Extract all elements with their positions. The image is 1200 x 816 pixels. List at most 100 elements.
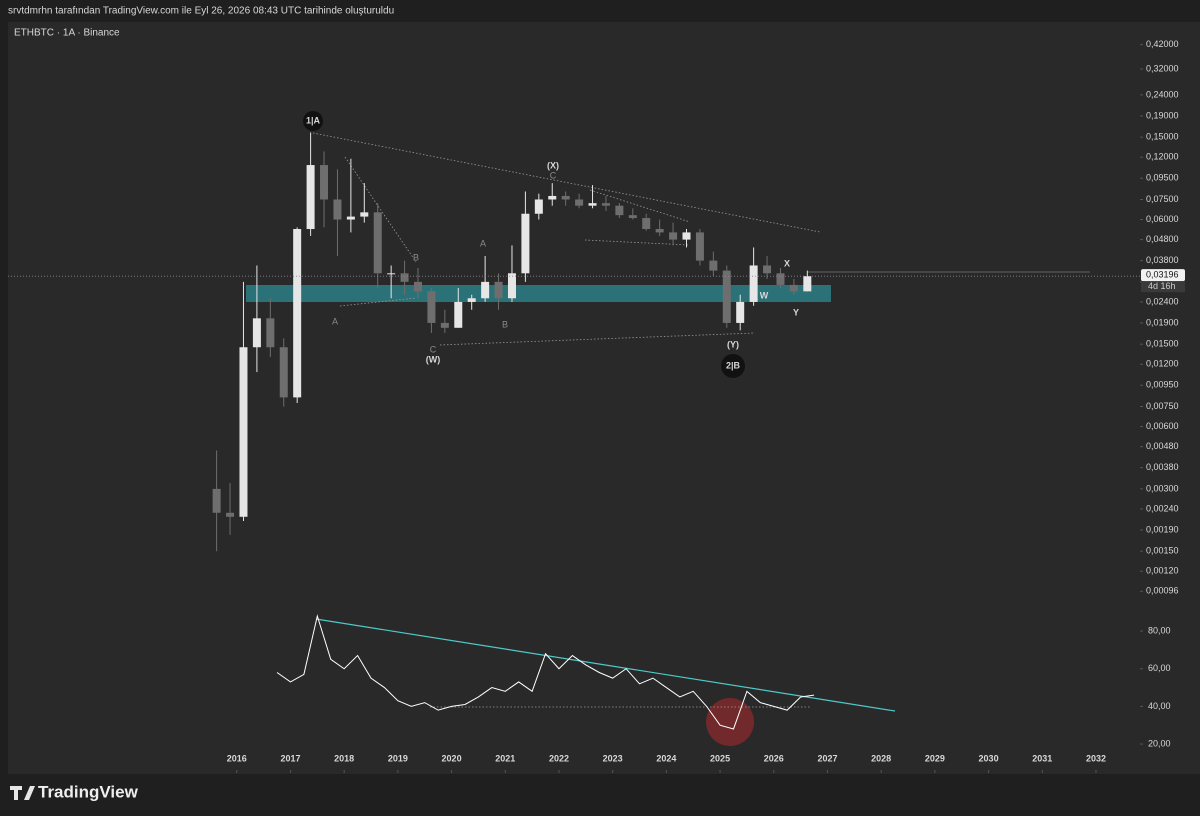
candle-body bbox=[749, 265, 758, 302]
candle-body bbox=[346, 216, 355, 220]
candle-body bbox=[252, 318, 261, 348]
annotation: 1|A bbox=[306, 115, 321, 125]
annotation: A bbox=[332, 316, 338, 326]
candle-body bbox=[306, 165, 315, 230]
candle-body bbox=[601, 203, 610, 206]
y-tick-label: 0,00190 bbox=[1146, 524, 1179, 534]
rsi-line bbox=[276, 614, 815, 730]
candle-body bbox=[655, 229, 664, 233]
candle-body bbox=[722, 270, 731, 323]
y-tick-label: 0,24000 bbox=[1146, 89, 1179, 99]
wave-badge bbox=[721, 354, 745, 378]
highlight-circle bbox=[706, 698, 754, 746]
y-tick-label: 0,01500 bbox=[1146, 339, 1179, 349]
symbol-title: ETHBTC · 1A · Binance bbox=[14, 28, 120, 39]
y-tick-label: 20,00 bbox=[1148, 738, 1171, 748]
y-tick-label: 0,00300 bbox=[1146, 483, 1179, 493]
x-tick-label: 2020 bbox=[442, 753, 462, 763]
annotation: Y bbox=[793, 307, 799, 317]
y-tick-label: 0,02400 bbox=[1146, 296, 1179, 306]
candle-body bbox=[709, 260, 718, 271]
candle-body bbox=[695, 232, 704, 261]
candle-body bbox=[615, 205, 624, 216]
annotation: (W) bbox=[426, 354, 441, 364]
wave-badge bbox=[303, 111, 323, 131]
y-tick-label: 0,07500 bbox=[1146, 194, 1179, 204]
annotation: W bbox=[760, 290, 769, 300]
candle-body bbox=[776, 273, 785, 285]
header-text: srvtdmrhn tarafından TradingView.com ile… bbox=[8, 6, 394, 17]
y-tick-label: 60,00 bbox=[1148, 663, 1171, 673]
candle-body bbox=[360, 212, 369, 217]
trend-line bbox=[439, 332, 756, 346]
last-price-box bbox=[1141, 269, 1185, 282]
candle-body bbox=[373, 212, 382, 274]
chart-area bbox=[8, 22, 1200, 774]
annotation: C bbox=[430, 344, 437, 354]
y-tick-label: 0,00150 bbox=[1146, 546, 1179, 556]
annotation: A bbox=[480, 238, 486, 248]
candle-body bbox=[534, 199, 543, 214]
candle-body bbox=[481, 281, 490, 299]
annotation: (Y) bbox=[727, 339, 739, 349]
candle-body bbox=[494, 281, 503, 299]
candle-body bbox=[575, 199, 584, 206]
candle-body bbox=[521, 213, 530, 274]
x-tick-label: 2021 bbox=[495, 753, 515, 763]
x-tick-label: 2017 bbox=[280, 753, 300, 763]
annotation: (X) bbox=[547, 160, 559, 170]
candle-body bbox=[682, 232, 691, 240]
candle-body bbox=[293, 229, 302, 398]
x-tick-label: 2027 bbox=[817, 753, 837, 763]
annotation: B bbox=[502, 319, 508, 329]
candle-body bbox=[320, 165, 329, 200]
support-zone bbox=[246, 285, 831, 302]
candle-body bbox=[588, 203, 597, 206]
logo-text: TradingView bbox=[38, 782, 139, 801]
x-tick-label: 2025 bbox=[710, 753, 730, 763]
y-tick-label: 0,12000 bbox=[1146, 152, 1179, 162]
y-tick-label: 80,00 bbox=[1148, 625, 1171, 635]
y-tick-label: 0,01200 bbox=[1146, 359, 1179, 369]
x-tick-label: 2016 bbox=[227, 753, 247, 763]
y-tick-label: 0,00750 bbox=[1146, 401, 1179, 411]
y-tick-label: 0,00600 bbox=[1146, 421, 1179, 431]
last-price-label: 0,03196 bbox=[1146, 270, 1179, 280]
y-tick-label: 0,00950 bbox=[1146, 380, 1179, 390]
y-tick-label: 0,00380 bbox=[1146, 462, 1179, 472]
countdown-label: 4d 16h bbox=[1148, 281, 1176, 291]
annotation: X bbox=[784, 258, 790, 268]
candle-body bbox=[507, 273, 516, 299]
x-tick-label: 2026 bbox=[764, 753, 784, 763]
x-tick-label: 2018 bbox=[334, 753, 354, 763]
y-tick-label: 0,00096 bbox=[1146, 586, 1179, 596]
candle-body bbox=[400, 273, 409, 282]
candle-body bbox=[789, 284, 798, 292]
candle-body bbox=[548, 195, 557, 200]
annotation: 2|B bbox=[726, 360, 741, 370]
y-tick-label: 0,19000 bbox=[1146, 110, 1179, 120]
candle-body bbox=[427, 291, 436, 323]
annotation: B bbox=[413, 252, 419, 262]
candle-body bbox=[467, 298, 476, 302]
countdown-box bbox=[1141, 281, 1185, 293]
x-tick-label: 2024 bbox=[656, 753, 676, 763]
trend-line bbox=[344, 156, 417, 263]
y-tick-label: 0,00120 bbox=[1146, 566, 1179, 576]
y-tick-label: 0,09500 bbox=[1146, 173, 1179, 183]
candle-body bbox=[454, 301, 463, 328]
candle-body bbox=[628, 215, 637, 219]
candle-body bbox=[736, 301, 745, 323]
x-tick-label: 2028 bbox=[871, 753, 891, 763]
rsi-trend-line bbox=[315, 618, 896, 712]
candle-body bbox=[440, 322, 449, 328]
y-tick-label: 0,00240 bbox=[1146, 503, 1179, 513]
x-tick-label: 2031 bbox=[1032, 753, 1052, 763]
candle-body bbox=[212, 488, 221, 513]
candle-body bbox=[561, 195, 570, 200]
candle-body bbox=[642, 218, 651, 230]
y-tick-label: 40,00 bbox=[1148, 701, 1171, 711]
y-tick-label: 0,03800 bbox=[1146, 255, 1179, 265]
candle-body bbox=[266, 318, 275, 348]
candle-body bbox=[226, 512, 235, 517]
